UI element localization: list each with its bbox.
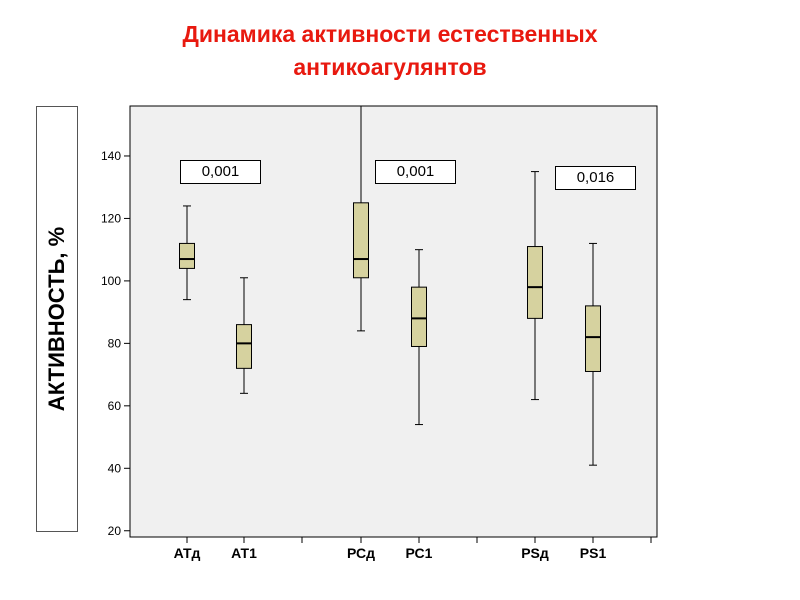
box-РСд xyxy=(353,202,369,279)
x-category-label: PS1 xyxy=(580,545,607,561)
boxes-layer xyxy=(179,105,601,466)
x-axis: АТд АТ1 РСд РС1 PSд PS1 xyxy=(174,537,652,561)
box-PS1 xyxy=(585,305,601,372)
box-РС1 xyxy=(411,286,427,347)
y-tick-label: 40 xyxy=(108,461,122,475)
x-category-label: РСд xyxy=(347,545,375,561)
y-tick-label: 20 xyxy=(108,524,122,538)
box-PSд xyxy=(527,246,543,319)
y-tick-label: 140 xyxy=(101,149,121,163)
y-axis-label-box: АКТИВНОСТЬ, % xyxy=(36,106,78,532)
x-category-label: РС1 xyxy=(406,545,433,561)
p-value-box-at: 0,001 xyxy=(180,160,261,184)
x-category-label: PSд xyxy=(521,545,549,561)
chart-title-line-1: Динамика активности естественных xyxy=(182,21,598,47)
box-АТ1 xyxy=(236,324,252,369)
p-value-label: 0,001 xyxy=(201,163,240,180)
x-category-label: АТд xyxy=(174,545,201,561)
p-value-label: 0,016 xyxy=(576,169,615,186)
p-value-box-pc: 0,001 xyxy=(375,160,456,184)
p-value-box-ps: 0,016 xyxy=(555,166,636,190)
box-АТд xyxy=(179,242,195,269)
y-tick-label: 60 xyxy=(108,399,122,413)
chart-title: Динамика активности естественных антикоа… xyxy=(60,18,720,84)
chart-title-line-2: антикоагулянтов xyxy=(293,54,487,80)
y-tick-label: 80 xyxy=(108,336,122,350)
y-tick-label: 120 xyxy=(101,211,121,225)
x-category-label: АТ1 xyxy=(231,545,257,561)
y-tick-label: 100 xyxy=(101,274,121,288)
p-value-label: 0,001 xyxy=(396,163,435,180)
y-axis: 20 40 60 80 100 120 140 xyxy=(101,149,130,538)
